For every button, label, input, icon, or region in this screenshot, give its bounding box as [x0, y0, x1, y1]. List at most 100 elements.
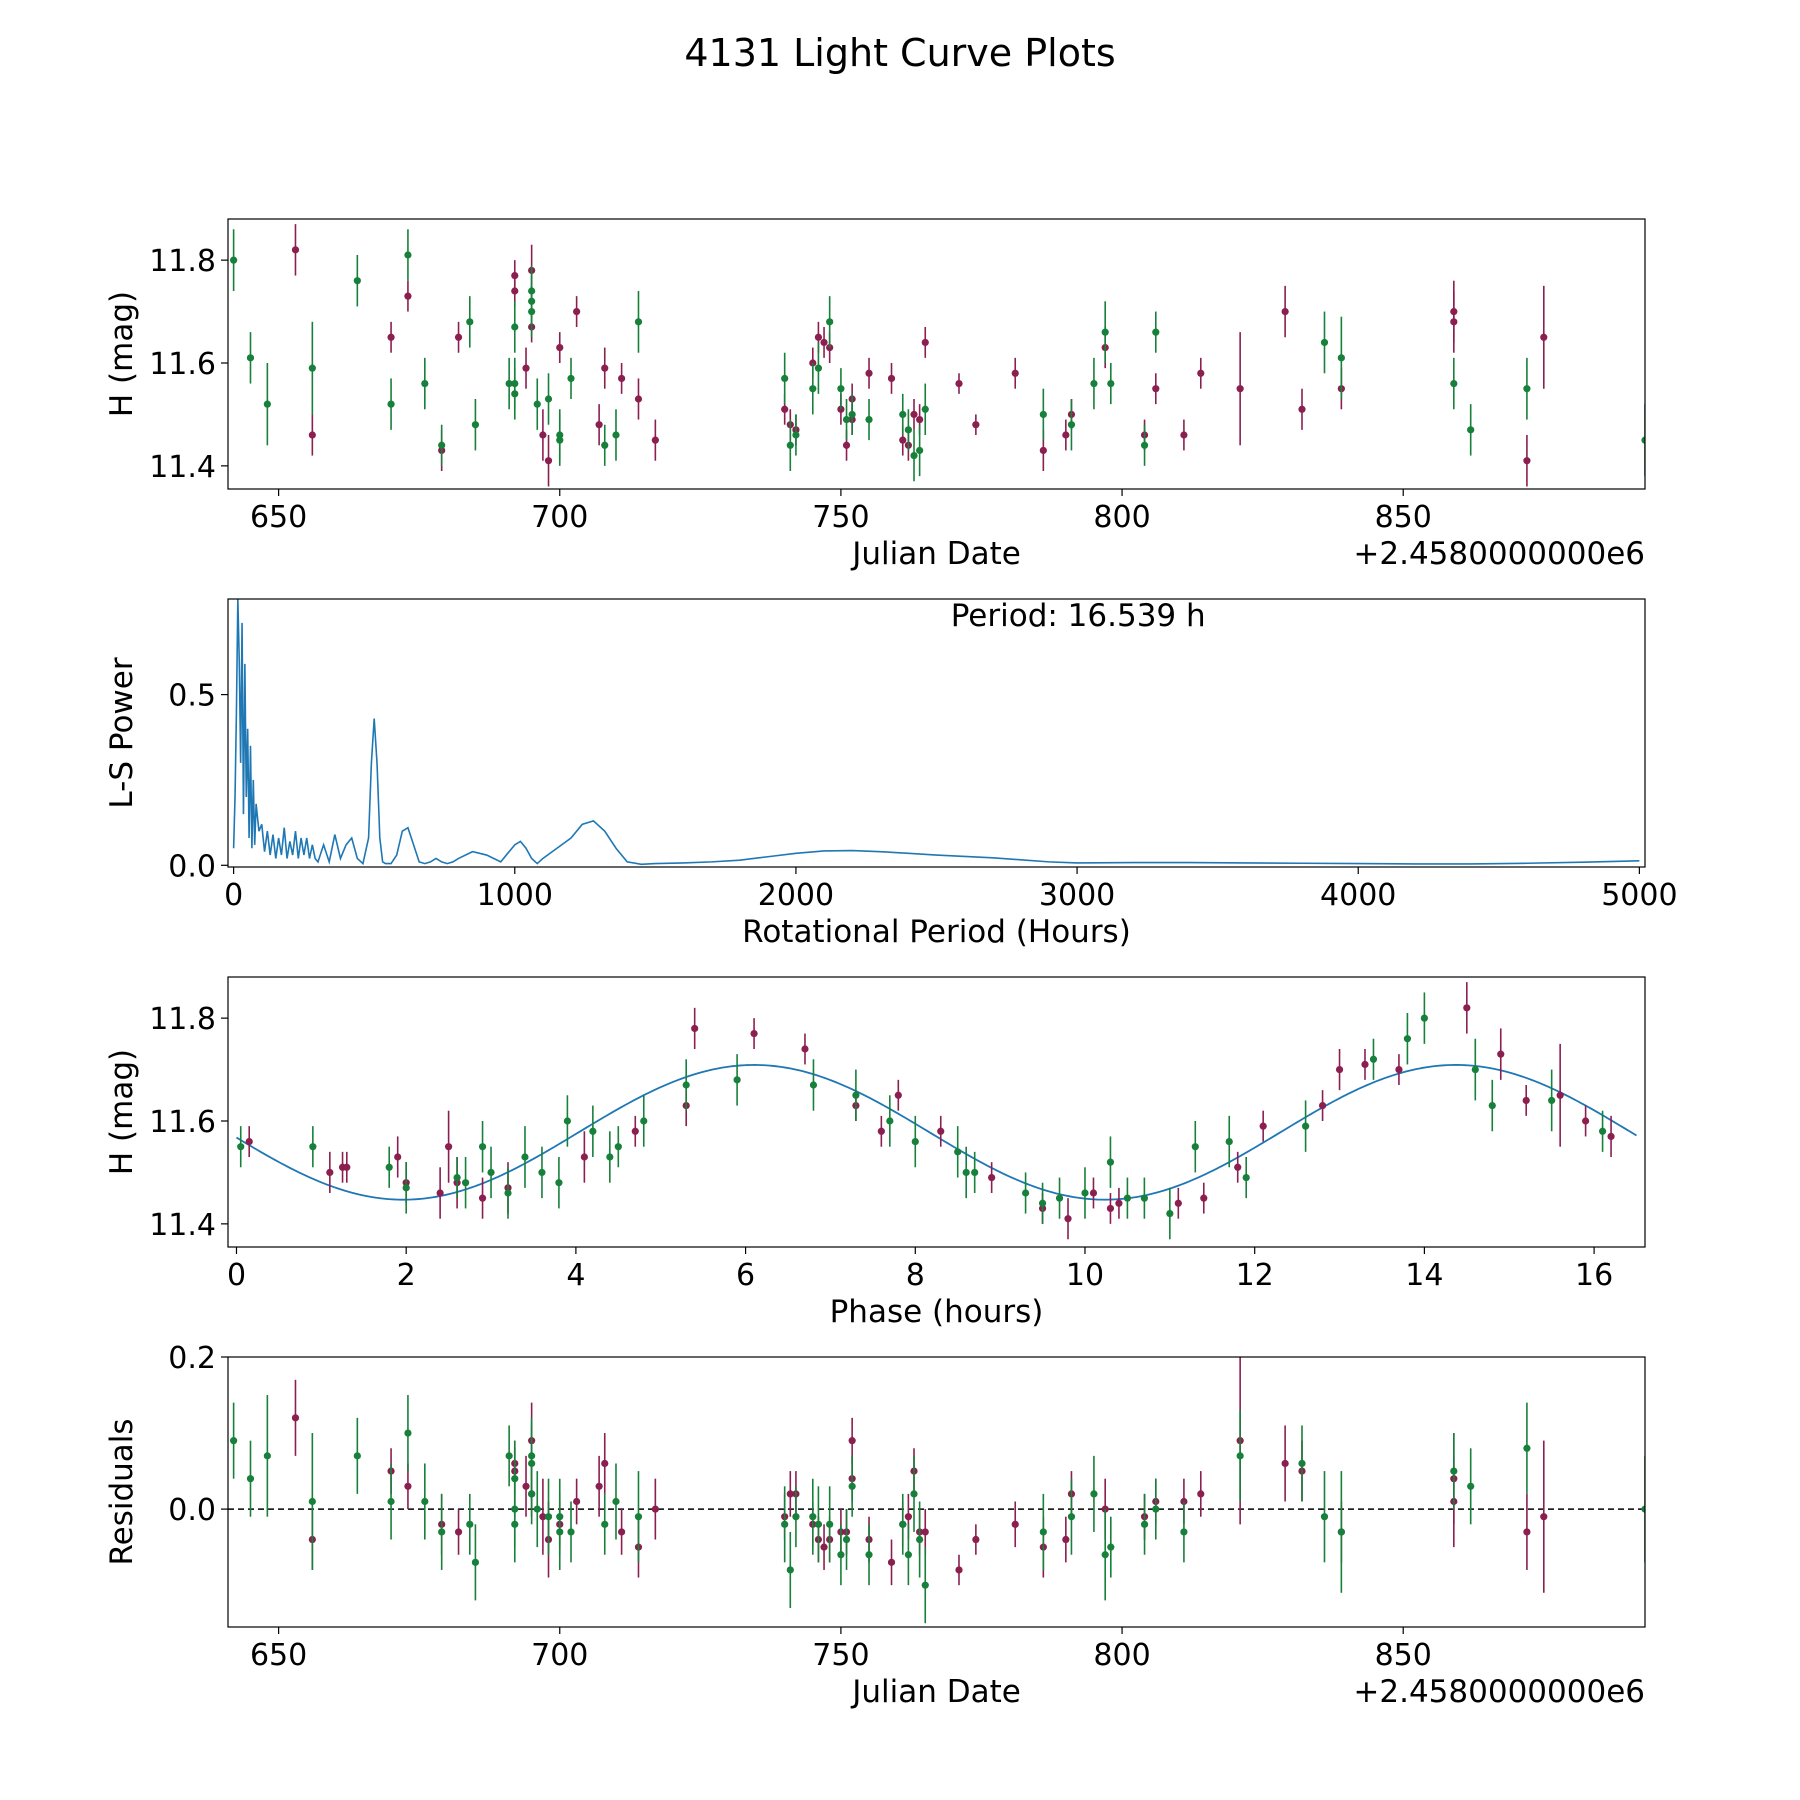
- maroon-data-point: [1318, 1101, 1327, 1110]
- green-data-point: [601, 441, 609, 449]
- green-data-point: [1523, 1444, 1531, 1452]
- maroon-data-point: [988, 1173, 996, 1182]
- green-data-point: [971, 1168, 979, 1177]
- green-data-point: [309, 1143, 317, 1151]
- maroon-data-point: [1174, 1199, 1182, 1207]
- green-data-point: [809, 385, 817, 393]
- maroon-data-point: [904, 1513, 912, 1521]
- green-data-point: [612, 1497, 620, 1506]
- green-data-point: [567, 1528, 575, 1536]
- model-fit-curve: [236, 1064, 1637, 1201]
- y-tick-label: 11.8: [149, 1002, 216, 1037]
- maroon-data-point: [842, 441, 851, 449]
- maroon-data-point: [544, 457, 553, 465]
- x-tick-label: 700: [531, 1638, 588, 1673]
- maroon-data-point: [595, 421, 603, 429]
- maroon-data-point: [454, 333, 463, 341]
- maroon-data-point: [404, 292, 412, 300]
- phased-plot-area: [236, 982, 1637, 1240]
- maroon-data-point: [1450, 318, 1458, 326]
- green-data-point: [954, 1148, 962, 1156]
- green-data-point: [246, 1475, 255, 1483]
- maroon-data-point: [436, 1189, 444, 1197]
- green-data-point: [528, 1490, 536, 1498]
- maroon-data-point: [1197, 1490, 1205, 1498]
- x-tick-label: 14: [1405, 1258, 1443, 1293]
- green-data-point: [1152, 328, 1160, 336]
- periodogram-line: [232, 599, 1640, 866]
- y-tick-label: 0.2: [168, 1341, 216, 1376]
- y-tick-label: 11.8: [149, 244, 216, 279]
- maroon-data-point: [618, 1528, 626, 1536]
- green-data-point: [308, 1497, 316, 1506]
- green-data-point: [612, 431, 620, 439]
- green-data-point: [521, 1153, 529, 1161]
- y-tick-label: 11.6: [149, 347, 216, 382]
- green-data-point: [556, 1528, 564, 1536]
- green-data-point: [556, 436, 564, 444]
- maroon-data-point: [445, 1143, 453, 1151]
- green-data-point: [1067, 421, 1076, 429]
- green-data-point: [634, 318, 643, 326]
- green-data-point: [453, 1173, 461, 1182]
- green-data-point: [916, 1535, 924, 1544]
- green-data-point: [1191, 1143, 1199, 1151]
- green-data-point: [538, 1168, 546, 1177]
- periodogram-plot-area: [232, 599, 1640, 866]
- maroon-data-point: [308, 431, 316, 439]
- green-data-point: [733, 1076, 741, 1084]
- green-data-point: [614, 1143, 622, 1151]
- x-axis-label: Rotational Period (Hours): [742, 914, 1131, 950]
- green-data-point: [421, 379, 429, 388]
- green-data-point: [1450, 379, 1458, 388]
- maroon-data-point: [1523, 1528, 1531, 1536]
- maroon-data-point: [916, 415, 924, 424]
- green-data-point: [404, 1429, 412, 1437]
- green-data-point: [916, 446, 924, 455]
- maroon-data-point: [1236, 385, 1244, 393]
- maroon-data-point: [454, 1528, 463, 1536]
- maroon-data-point: [1540, 333, 1548, 341]
- maroon-data-point: [1298, 405, 1306, 413]
- green-data-point: [230, 1437, 238, 1445]
- y-axis-label: Residuals: [104, 1418, 140, 1565]
- maroon-data-point: [786, 1490, 794, 1498]
- maroon-data-point: [1234, 1163, 1242, 1171]
- maroon-data-point: [1540, 1513, 1548, 1521]
- green-data-point: [385, 1163, 393, 1171]
- green-data-point: [246, 354, 255, 362]
- maroon-data-point: [539, 431, 547, 439]
- green-data-point: [910, 1490, 918, 1498]
- green-data-point: [826, 1520, 834, 1528]
- maroon-data-point: [1062, 1535, 1070, 1544]
- maroon-data-point: [631, 1127, 639, 1135]
- green-data-point: [353, 1452, 361, 1460]
- maroon-data-point: [921, 1528, 929, 1536]
- residuals-axes-frame: [227, 1356, 1646, 1628]
- maroon-data-point: [634, 395, 643, 403]
- green-data-point: [1337, 354, 1345, 362]
- maroon-data-point: [1281, 1459, 1289, 1468]
- y-tick-label: 11.4: [149, 1208, 216, 1243]
- maroon-data-point: [326, 1168, 334, 1177]
- maroon-data-point: [691, 1024, 699, 1033]
- green-data-point: [1301, 1122, 1310, 1130]
- maroon-data-point: [539, 1513, 547, 1521]
- maroon-data-point: [1522, 1096, 1530, 1105]
- maroon-data-point: [522, 1482, 530, 1490]
- green-data-point: [1123, 1194, 1132, 1202]
- x-tick-label: 750: [812, 500, 869, 535]
- period-annotation: Period: 16.539 h: [951, 598, 1206, 634]
- residuals-panel: 650 700 750 800 850 0.0 0.2 Julian Date Residual…: [104, 1341, 1646, 1710]
- green-data-point: [921, 1581, 929, 1589]
- maroon-data-point: [404, 1482, 412, 1490]
- green-data-point: [1067, 1513, 1076, 1521]
- green-data-point: [1039, 1528, 1047, 1536]
- green-data-point: [606, 1153, 614, 1161]
- maroon-data-point: [887, 1558, 896, 1566]
- green-data-point: [911, 1137, 919, 1146]
- green-data-point: [478, 1143, 487, 1151]
- green-data-point: [466, 1520, 474, 1528]
- x-tick-label: 0: [227, 1258, 246, 1293]
- maroon-data-point: [1115, 1199, 1123, 1207]
